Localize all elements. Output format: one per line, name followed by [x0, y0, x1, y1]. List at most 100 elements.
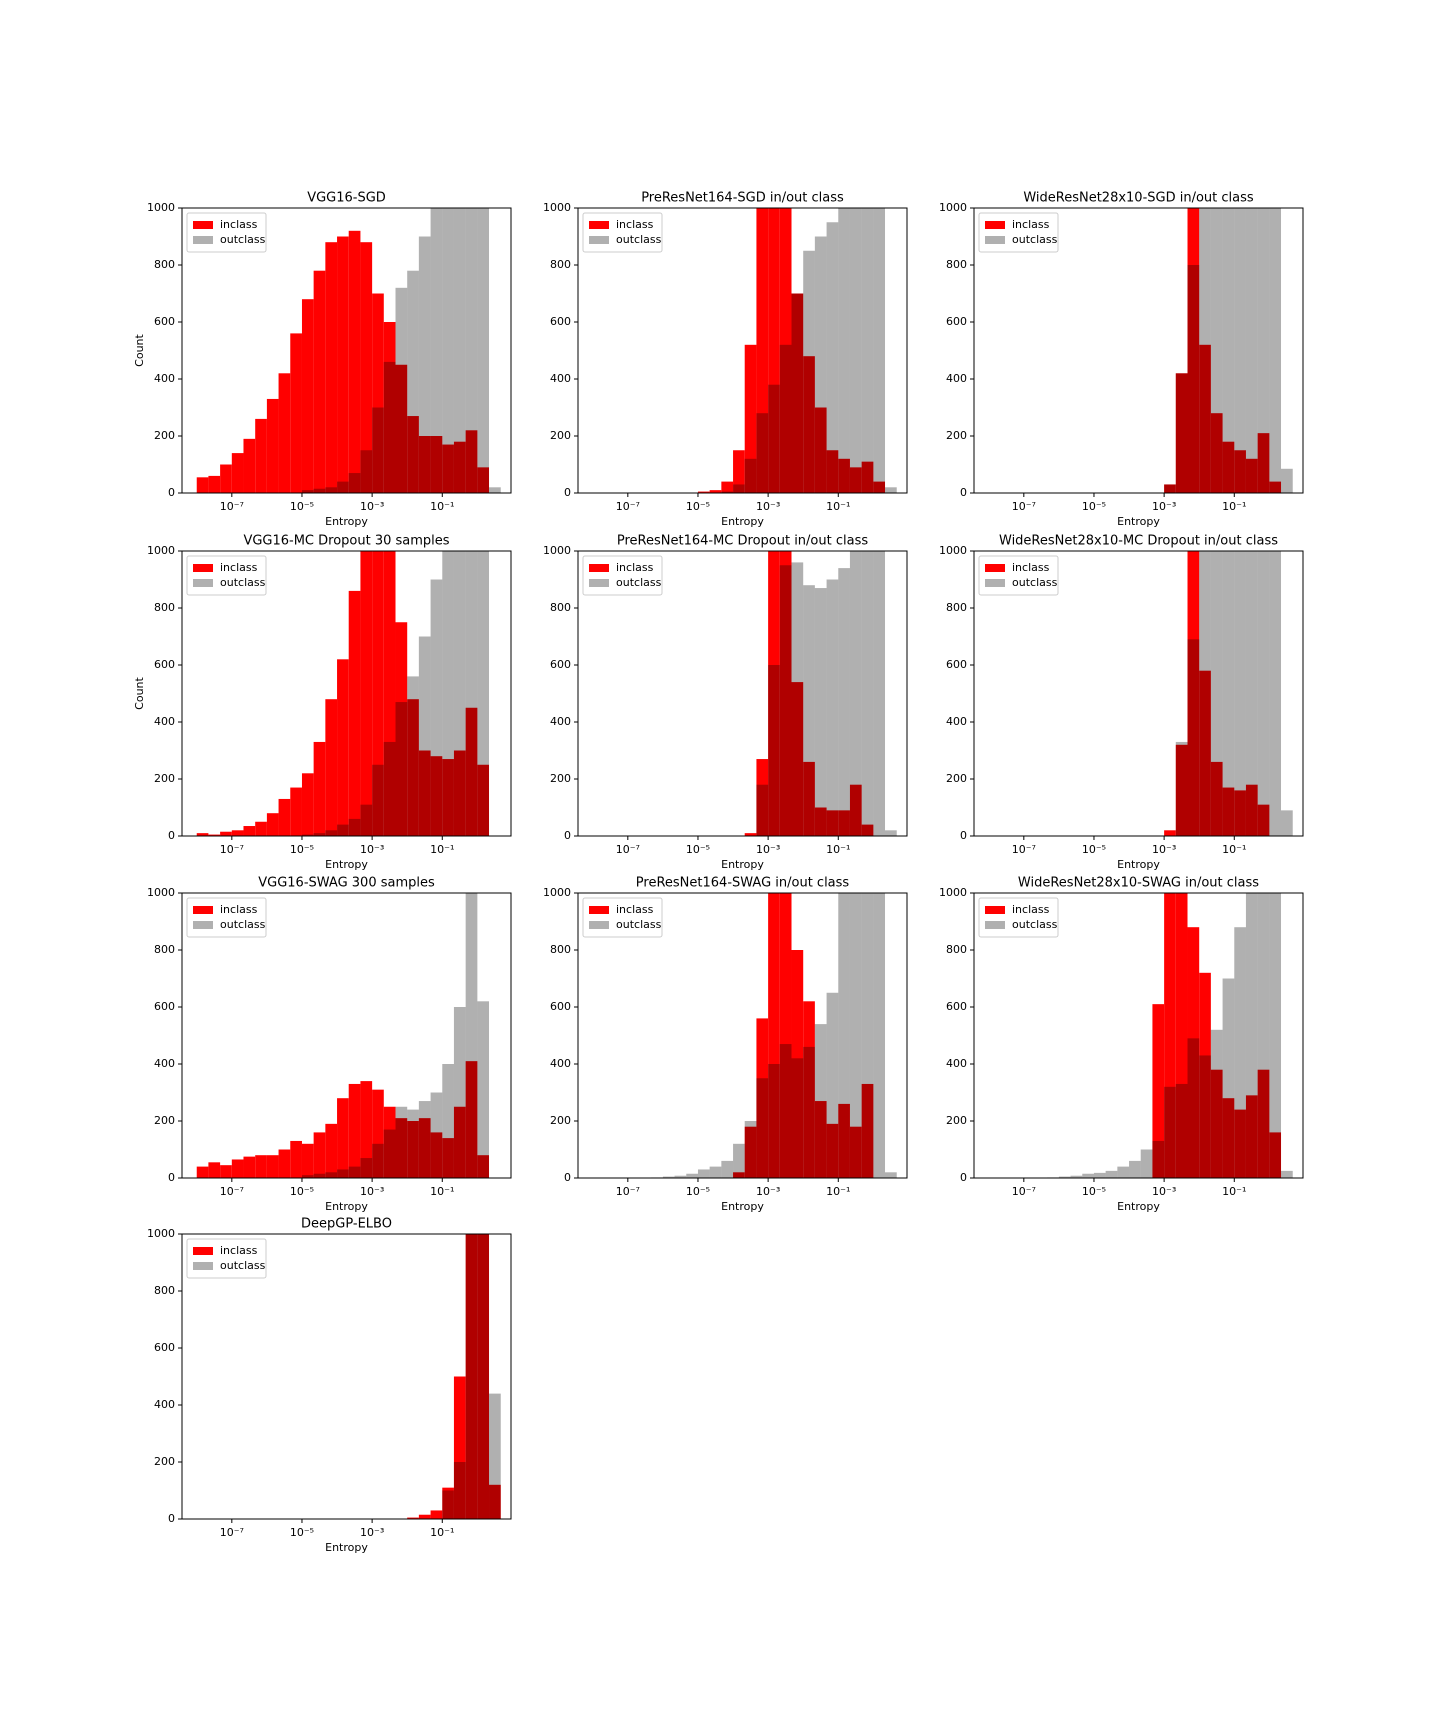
- histogram-bar: [779, 344, 792, 493]
- y-tick-label: 1000: [939, 201, 967, 214]
- bars: [1164, 551, 1293, 836]
- y-tick-label: 1000: [939, 544, 967, 557]
- y-tick-label: 0: [168, 486, 175, 499]
- histogram-bar: [1199, 208, 1211, 493]
- legend-swatch: [985, 564, 1005, 572]
- chart-title: VGG16-SWAG 300 samples: [258, 876, 435, 891]
- x-tick-label: 10⁻¹: [1222, 1185, 1246, 1198]
- histogram-bar: [849, 784, 862, 836]
- y-tick-label: 1000: [543, 544, 571, 557]
- x-tick-label: 10⁻¹: [430, 1526, 454, 1539]
- histogram-bar: [325, 830, 338, 836]
- histogram-bar: [756, 208, 769, 493]
- y-tick-label: 400: [154, 1398, 175, 1411]
- histogram-bar: [1199, 344, 1211, 493]
- histogram-bar: [1210, 761, 1223, 836]
- chart-title: DeepGP-ELBO: [301, 1217, 392, 1232]
- histogram-bar: [313, 1173, 326, 1178]
- y-tick-label: 0: [168, 829, 175, 842]
- histogram-bar: [453, 1106, 466, 1178]
- bars: [744, 551, 897, 836]
- histogram-bar: [360, 450, 373, 493]
- plot-frame: [973, 550, 1304, 837]
- histogram-bar: [885, 1172, 897, 1178]
- y-tick-label: 400: [946, 1057, 967, 1070]
- histogram-bar: [1210, 1069, 1223, 1178]
- histogram-bar: [465, 430, 478, 493]
- histogram-bar: [255, 821, 267, 836]
- histogram-bar: [1269, 481, 1282, 493]
- histogram-bar: [768, 665, 780, 836]
- histogram-bar: [348, 1166, 361, 1178]
- x-tick-label: 10⁻¹: [1222, 843, 1246, 856]
- y-tick-label: 1000: [147, 886, 175, 899]
- histogram-bar: [1210, 208, 1223, 493]
- histogram-bar: [814, 807, 827, 836]
- x-tick-label: 10⁻³: [1152, 1185, 1176, 1198]
- histogram-bar: [674, 1175, 687, 1178]
- histogram-bar: [1187, 208, 1200, 493]
- histogram-bar: [826, 1123, 839, 1178]
- histogram-bar: [383, 741, 396, 836]
- y-tick-label: 800: [550, 943, 571, 956]
- histogram-bar: [337, 1169, 349, 1178]
- histogram-bar: [442, 759, 454, 836]
- legend-label: outclass: [616, 233, 662, 246]
- histogram-bar: [383, 361, 396, 493]
- histogram-bar: [744, 344, 757, 493]
- histogram-bar: [826, 992, 839, 1178]
- histogram-bar: [1164, 830, 1176, 836]
- plot-frame: [973, 892, 1304, 1179]
- subplot: 0 200 400 600 800 1000 10⁻⁷ 10⁻⁵ 10⁻³ 10⁻¹ WideRes…: [939, 191, 1304, 528]
- histogram-bar: [1222, 441, 1235, 493]
- histogram-bar: [278, 373, 291, 493]
- chart-title: VGG16-MC Dropout 30 samples: [243, 534, 449, 549]
- legend-label: outclass: [1012, 233, 1058, 246]
- histogram-bar: [1245, 458, 1258, 493]
- histogram-bar: [1257, 551, 1270, 836]
- y-tick-label: 400: [550, 1057, 571, 1070]
- x-tick-label: 10⁻³: [360, 1526, 384, 1539]
- y-tick-label: 800: [946, 943, 967, 956]
- histogram-bar: [838, 208, 850, 493]
- histogram-bar: [395, 622, 408, 836]
- histogram-bar: [1234, 551, 1246, 836]
- legend-swatch: [193, 564, 213, 572]
- histogram-bar: [1257, 893, 1270, 1178]
- histogram-bar: [779, 208, 792, 493]
- histogram-bar: [779, 565, 792, 836]
- histogram-bar: [1175, 893, 1188, 1178]
- histogram-bar: [826, 579, 839, 836]
- x-axis-label: Entropy: [721, 515, 764, 528]
- histogram-bar: [325, 1123, 338, 1178]
- histogram-bar: [1210, 413, 1223, 493]
- histogram-bar: [266, 813, 279, 836]
- histogram-bar: [1210, 551, 1223, 836]
- histogram-bar: [1175, 373, 1188, 493]
- histogram-bar: [383, 1106, 396, 1178]
- histogram-bar: [861, 824, 874, 836]
- y-axis-label: Count: [133, 333, 146, 366]
- histogram-bar: [395, 1106, 408, 1178]
- legend-swatch: [193, 579, 213, 587]
- histogram-bar: [849, 467, 862, 493]
- y-tick-label: 1000: [939, 886, 967, 899]
- legend-swatch: [589, 906, 609, 914]
- histogram-bar: [1269, 893, 1282, 1178]
- histogram-bar: [849, 208, 862, 493]
- histogram-bar: [313, 1132, 326, 1178]
- histogram-bar: [756, 413, 769, 493]
- histogram-bar: [465, 1234, 478, 1519]
- histogram-bar: [873, 893, 886, 1178]
- legend-label: inclass: [220, 561, 258, 574]
- histogram-bar: [196, 833, 209, 836]
- histogram-bar: [768, 1064, 780, 1178]
- histogram-bar: [791, 682, 804, 836]
- legend-swatch: [193, 1262, 213, 1270]
- histogram-bar: [686, 1173, 698, 1178]
- histogram-bar: [1257, 1069, 1270, 1178]
- histogram-bar: [360, 551, 373, 836]
- x-tick-label: 10⁻³: [1152, 500, 1176, 513]
- plot-frame: [181, 892, 512, 1179]
- histogram-bar: [733, 1172, 745, 1178]
